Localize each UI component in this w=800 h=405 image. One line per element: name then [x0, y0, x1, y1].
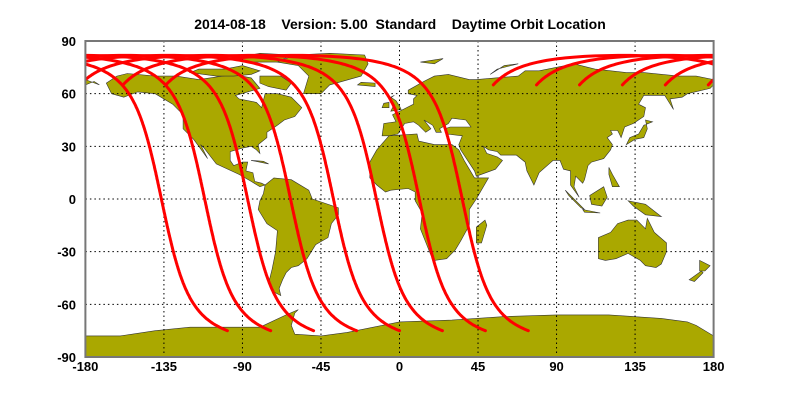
orbit-track: [794, 55, 800, 330]
land-mass: [420, 59, 443, 64]
land-mass: [590, 187, 608, 206]
orbit-track: [751, 55, 800, 330]
land-mass: [628, 201, 661, 217]
y-tick-label: 0: [69, 192, 76, 207]
y-tick-label: 90: [62, 34, 76, 49]
x-tick-label: 135: [624, 359, 646, 374]
orbit-track: [665, 55, 800, 330]
orbit-track: [622, 55, 800, 330]
y-tick-label: 60: [62, 87, 76, 102]
orbit-track: [708, 55, 800, 330]
x-tick-label: 90: [549, 359, 563, 374]
land-mass: [583, 210, 601, 214]
land-mass: [609, 167, 620, 186]
y-axis-ticks: 90 60 30 0 -30 -60 -90: [57, 34, 76, 365]
land-mass: [598, 218, 666, 267]
land-mass: [382, 102, 389, 107]
x-tick-label: 180: [703, 359, 725, 374]
x-tick-label: -180: [72, 359, 98, 374]
land-layer: [85, 53, 713, 360]
x-axis-ticks: -180 -135 -90 -45 0 45 90 135 180: [72, 359, 724, 374]
x-tick-label: -135: [151, 359, 177, 374]
x-tick-label: 45: [471, 359, 485, 374]
y-tick-label: -90: [57, 350, 76, 365]
land-mass: [85, 80, 99, 85]
x-tick-label: 0: [396, 359, 403, 374]
y-tick-label: -30: [57, 245, 76, 260]
land-mass: [689, 271, 703, 282]
land-mass: [251, 160, 268, 164]
chart-title: 2014-08-18 Version: 5.00 Standard Daytim…: [194, 16, 606, 32]
y-tick-label: -60: [57, 297, 76, 312]
x-tick-label: -45: [312, 359, 331, 374]
land-mass: [700, 260, 711, 271]
land-mass: [565, 190, 584, 209]
land-mass: [358, 82, 376, 86]
x-tick-label: -90: [233, 359, 252, 374]
y-tick-label: 30: [62, 139, 76, 154]
